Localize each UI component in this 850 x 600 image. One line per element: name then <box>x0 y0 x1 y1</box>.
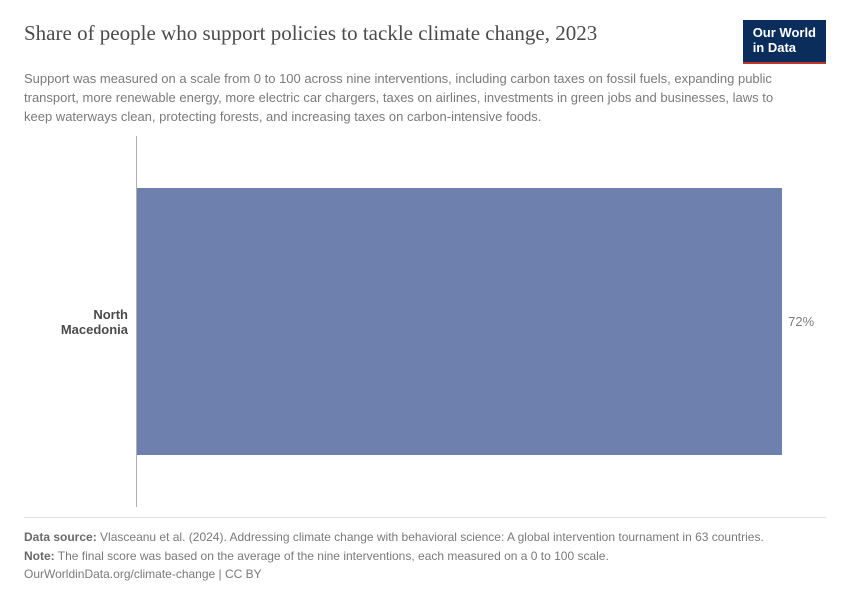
owid-logo: Our World in Data <box>743 20 826 64</box>
bar-row: 72% <box>137 188 818 455</box>
value-label: 72% <box>788 314 814 329</box>
header-row: Share of people who support policies to … <box>24 20 826 64</box>
y-axis-labels: North Macedonia <box>24 136 136 507</box>
chart-area: North Macedonia 72% <box>24 136 826 507</box>
chart-subtitle: Support was measured on a scale from 0 t… <box>24 70 784 127</box>
plot-region: 72% <box>136 136 818 507</box>
chart-container: Share of people who support policies to … <box>0 0 850 600</box>
footer-source: Data source: Vlasceanu et al. (2024). Ad… <box>24 528 826 547</box>
bar <box>137 188 782 455</box>
category-label: North Macedonia <box>24 307 128 337</box>
footer-note: Note: The final score was based on the a… <box>24 547 826 566</box>
footer-license: CC BY <box>225 567 262 581</box>
chart-footer: Data source: Vlasceanu et al. (2024). Ad… <box>24 517 826 584</box>
chart-title: Share of people who support policies to … <box>24 20 743 46</box>
footer-link-row: OurWorldinData.org/climate-change | CC B… <box>24 565 826 584</box>
footer-link[interactable]: OurWorldinData.org/climate-change <box>24 567 215 581</box>
